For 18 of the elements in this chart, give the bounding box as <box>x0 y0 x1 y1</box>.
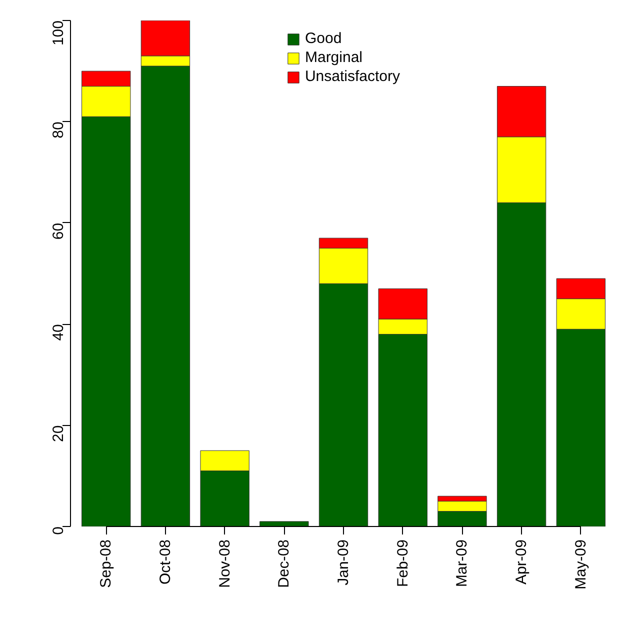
legend-label: Unsatisfactory <box>304 68 400 85</box>
x-tick-label: Sep-08 <box>98 539 115 588</box>
y-tick-label: 80 <box>50 122 67 138</box>
x-tick-label: Mar-09 <box>454 539 471 588</box>
x-tick-label: Dec-08 <box>276 539 293 588</box>
x-tick-label: May-09 <box>572 539 590 590</box>
y-tick-label: 20 <box>50 425 67 442</box>
x-tick-label: Jan-09 <box>335 539 352 586</box>
x-tick-label: Apr-09 <box>513 539 530 585</box>
y-tick-label: 100 <box>50 20 67 46</box>
x-tick-label: Nov-08 <box>216 539 234 588</box>
x-tick-label: Oct-08 <box>156 540 174 585</box>
y-tick-label: 40 <box>50 324 67 341</box>
x-tick-label: Feb-09 <box>394 539 412 588</box>
y-tick-label: 0 <box>50 526 67 535</box>
y-tick-label: 60 <box>50 222 67 240</box>
legend-label: Good <box>304 30 342 47</box>
legend-label: Marginal <box>304 49 363 66</box>
